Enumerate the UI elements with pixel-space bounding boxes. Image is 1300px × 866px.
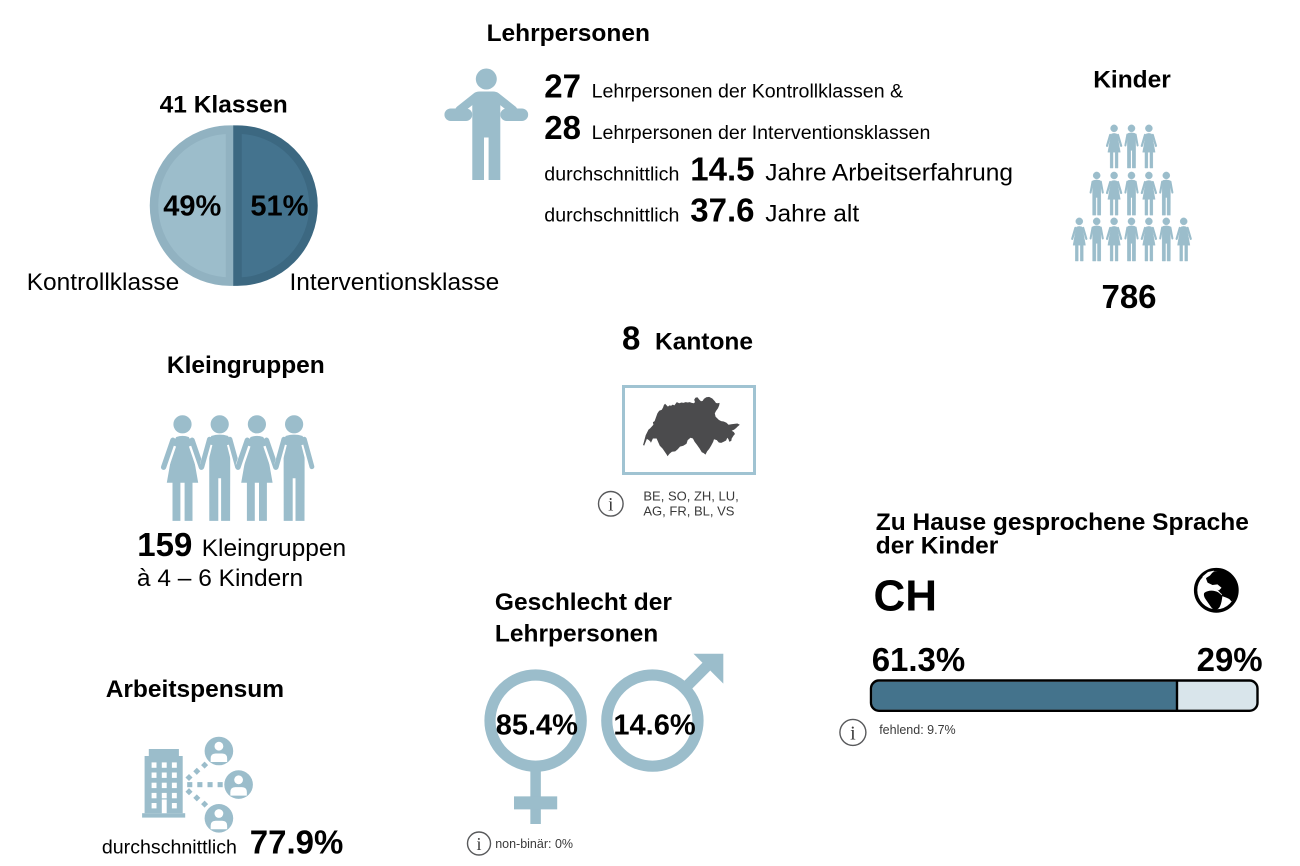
svg-text:Zu Hause gesprochene Sprache: Zu Hause gesprochene Sprache	[876, 509, 1249, 536]
svg-text:37.6: 37.6	[690, 192, 754, 229]
svg-text:85.4%: 85.4%	[496, 710, 578, 742]
svg-text:77.9%: 77.9%	[250, 824, 344, 861]
svg-text:i: i	[476, 834, 481, 854]
svg-text:CH: CH	[874, 572, 938, 621]
svg-text:durchschnittlich: durchschnittlich	[544, 205, 679, 227]
svg-text:Kleingruppen: Kleingruppen	[167, 352, 325, 379]
svg-text:Lehrpersonen: Lehrpersonen	[487, 20, 650, 47]
svg-text:durchschnittlich: durchschnittlich	[102, 837, 237, 859]
svg-text:Lehrpersonen der Interventions: Lehrpersonen der Interventionsklassen	[592, 122, 931, 144]
svg-text:14.6%: 14.6%	[613, 710, 695, 742]
svg-text:i: i	[850, 723, 856, 745]
svg-text:14.5: 14.5	[690, 150, 754, 187]
svg-text:durchschnittlich: durchschnittlich	[544, 163, 679, 185]
svg-text:61.3%: 61.3%	[872, 641, 966, 678]
svg-text:Kinder: Kinder	[1093, 67, 1171, 94]
svg-text:Jahre Arbeitserfahrung: Jahre Arbeitserfahrung	[765, 159, 1013, 186]
svg-text:Kantone: Kantone	[655, 329, 753, 356]
svg-text:Kontrollklasse: Kontrollklasse	[27, 269, 180, 296]
svg-text:159: 159	[137, 526, 192, 563]
svg-text:Lehrpersonen der Kontrollklass: Lehrpersonen der Kontrollklassen &	[592, 81, 904, 103]
svg-text:à 4 – 6 Kindern: à 4 – 6 Kindern	[137, 565, 303, 592]
svg-text:i: i	[608, 495, 613, 516]
svg-text:28: 28	[544, 109, 581, 146]
svg-text:29%: 29%	[1197, 641, 1263, 678]
svg-text:49%: 49%	[163, 191, 221, 223]
svg-text:der Kinder: der Kinder	[876, 533, 999, 560]
svg-text:41 Klassen: 41 Klassen	[160, 92, 288, 119]
svg-text:non-binär: 0%: non-binär: 0%	[495, 837, 573, 851]
svg-text:AG, FR, BL, VS: AG, FR, BL, VS	[643, 504, 734, 519]
svg-text:786: 786	[1101, 278, 1156, 315]
svg-text:BE, SO, ZH, LU,: BE, SO, ZH, LU,	[643, 489, 738, 504]
svg-text:Interventionsklasse: Interventionsklasse	[290, 269, 500, 296]
svg-text:Arbeitspensum: Arbeitspensum	[106, 676, 284, 703]
svg-text:27: 27	[544, 68, 581, 105]
svg-text:Geschlecht der: Geschlecht der	[495, 589, 672, 616]
svg-text:Lehrpersonen: Lehrpersonen	[495, 621, 658, 648]
svg-text:8: 8	[622, 320, 640, 357]
svg-text:fehlend: 9.7%: fehlend: 9.7%	[879, 723, 955, 737]
svg-text:Jahre alt: Jahre alt	[765, 201, 859, 228]
svg-text:51%: 51%	[250, 191, 308, 223]
svg-text:Kleingruppen: Kleingruppen	[202, 535, 346, 562]
